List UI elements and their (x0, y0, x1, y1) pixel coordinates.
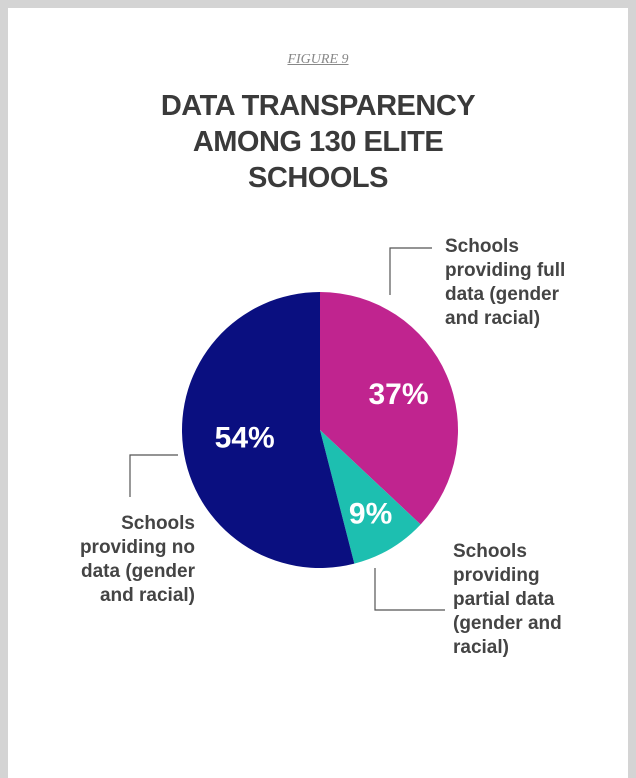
pie-slice (320, 292, 459, 525)
data-label: 37% (368, 378, 428, 411)
category-label: Schools providing full data (gender and … (445, 236, 566, 329)
category-label: Schools providing no data (gender and ra… (79, 513, 195, 606)
category-label: Schools providing partial data (gender a… (453, 541, 562, 658)
pie-slice (182, 292, 355, 568)
chart: 37% 9% 54% (129, 247, 459, 611)
leader-line (389, 247, 432, 295)
leader-line (129, 454, 178, 497)
data-label: 54% (215, 421, 275, 454)
leader-line (374, 568, 445, 611)
subtitle: FIGURE 9 (287, 52, 349, 67)
pie-slice (320, 430, 421, 564)
chart-title: DATA TRANSPARENCY AMONG 130 ELITE SCHOOL… (160, 90, 476, 194)
data-label: 9% (349, 497, 392, 530)
